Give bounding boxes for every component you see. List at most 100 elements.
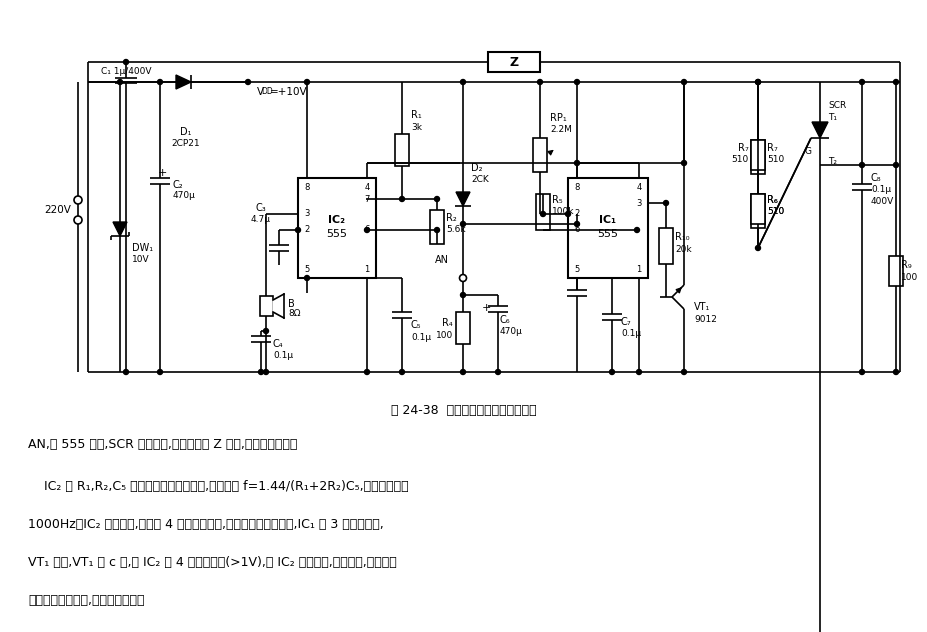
Circle shape	[246, 80, 250, 85]
Circle shape	[118, 80, 122, 85]
Text: +: +	[158, 168, 167, 178]
Text: 100k: 100k	[552, 207, 574, 217]
Text: 470μ: 470μ	[500, 327, 522, 336]
Text: IC₂: IC₂	[328, 215, 345, 225]
Text: 2CP21: 2CP21	[171, 140, 200, 149]
Text: =+10V: =+10V	[270, 87, 307, 97]
Bar	[658, 228, 672, 264]
Circle shape	[123, 370, 128, 375]
Text: R₆: R₆	[767, 195, 777, 205]
Text: 510: 510	[767, 207, 783, 217]
Text: G: G	[804, 147, 810, 157]
Circle shape	[858, 370, 864, 375]
Text: 470μ: 470μ	[172, 191, 196, 200]
Circle shape	[304, 80, 310, 85]
Text: 20k: 20k	[674, 245, 691, 253]
Text: 1: 1	[364, 265, 369, 274]
Circle shape	[858, 80, 864, 85]
Text: 4.7μ: 4.7μ	[250, 216, 271, 224]
Text: R₁₀: R₁₀	[674, 232, 689, 242]
Circle shape	[609, 370, 614, 375]
Circle shape	[364, 228, 369, 233]
Text: SCR: SCR	[827, 100, 845, 109]
Text: 2: 2	[574, 209, 579, 219]
Circle shape	[259, 370, 263, 375]
Circle shape	[636, 370, 641, 375]
Text: 4: 4	[364, 183, 369, 191]
Polygon shape	[455, 192, 469, 206]
Circle shape	[680, 370, 686, 375]
Polygon shape	[176, 75, 191, 89]
Bar	[488, 52, 540, 72]
Polygon shape	[811, 122, 827, 138]
Text: 7: 7	[364, 195, 369, 204]
Bar	[298, 178, 375, 278]
Text: 2: 2	[304, 226, 310, 234]
Text: 400V: 400V	[870, 197, 894, 207]
Text: 3k: 3k	[411, 123, 422, 131]
Circle shape	[460, 293, 465, 298]
Text: R₂: R₂	[446, 213, 456, 223]
Text: IC₁: IC₁	[599, 215, 616, 225]
Bar	[750, 194, 764, 228]
Circle shape	[755, 245, 760, 250]
Text: 图 24-38  电镀定时自动停机报讯电路: 图 24-38 电镀定时自动停机报讯电路	[391, 403, 536, 416]
Polygon shape	[273, 294, 284, 318]
Text: C₁ 1μ/400V: C₁ 1μ/400V	[101, 66, 151, 75]
Text: AN,则 555 置位,SCR 触发导通,主机接触器 Z 得电,电镀计时开始。: AN,则 555 置位,SCR 触发导通,主机接触器 Z 得电,电镀计时开始。	[28, 438, 297, 451]
Circle shape	[364, 370, 369, 375]
Text: 3: 3	[304, 209, 310, 219]
Circle shape	[755, 80, 760, 85]
Text: 0.1μ: 0.1μ	[411, 332, 431, 341]
Text: +: +	[481, 303, 490, 313]
Text: D₂: D₂	[471, 163, 482, 173]
Circle shape	[893, 370, 897, 375]
Bar	[429, 210, 443, 244]
Text: 510: 510	[731, 155, 748, 164]
Text: 5: 5	[304, 265, 310, 274]
Circle shape	[540, 212, 545, 217]
Circle shape	[460, 370, 465, 375]
Text: 5: 5	[574, 265, 579, 274]
Circle shape	[755, 80, 760, 85]
Circle shape	[158, 80, 162, 85]
Circle shape	[565, 212, 570, 217]
Circle shape	[399, 197, 404, 202]
Text: R₆: R₆	[767, 195, 777, 205]
Text: IC₂ 和 R₁,R₂,C₅ 组成无稳态多谐振荡器,振荡频率 f=1.44/(R₁+2R₂)C₅,图示参数约为: IC₂ 和 R₁,R₂,C₅ 组成无稳态多谐振荡器,振荡频率 f=1.44/(R…	[28, 480, 408, 493]
Circle shape	[460, 80, 465, 85]
Text: 4: 4	[636, 183, 641, 191]
Text: DW₁: DW₁	[132, 243, 153, 253]
Circle shape	[893, 80, 897, 85]
Bar	[260, 296, 273, 316]
Circle shape	[858, 162, 864, 167]
Text: 510: 510	[767, 155, 783, 164]
Circle shape	[574, 80, 578, 85]
Circle shape	[663, 200, 667, 205]
Text: R₇: R₇	[738, 143, 748, 153]
Text: C₄: C₄	[273, 339, 284, 349]
Circle shape	[434, 197, 439, 202]
Text: DD: DD	[260, 87, 273, 95]
Text: B: B	[287, 299, 295, 309]
Text: 8Ω: 8Ω	[287, 310, 300, 319]
Bar	[455, 312, 469, 344]
Text: C₇: C₇	[620, 317, 631, 327]
Text: V: V	[257, 87, 264, 97]
Text: 10V: 10V	[132, 255, 149, 265]
Text: VT₁ 导通,VT₁ 的 c 极,即 IC₂ 的 4 脚呈高电平(>1V),则 IC₂ 开始振荡,发出音响,提请操作: VT₁ 导通,VT₁ 的 c 极,即 IC₂ 的 4 脚呈高电平(>1V),则 …	[28, 556, 397, 569]
Circle shape	[574, 221, 578, 226]
Circle shape	[123, 59, 128, 64]
Text: 100: 100	[436, 331, 452, 339]
Bar	[750, 194, 764, 224]
Text: R₇: R₇	[767, 143, 777, 153]
Circle shape	[537, 80, 542, 85]
Text: R₄: R₄	[442, 318, 452, 328]
Bar	[532, 138, 546, 172]
Text: C₆: C₆	[500, 315, 510, 325]
Text: VT₁: VT₁	[693, 302, 709, 312]
Polygon shape	[113, 222, 127, 236]
Text: Z: Z	[509, 56, 518, 68]
Circle shape	[74, 196, 82, 204]
Text: T₂: T₂	[827, 157, 836, 166]
